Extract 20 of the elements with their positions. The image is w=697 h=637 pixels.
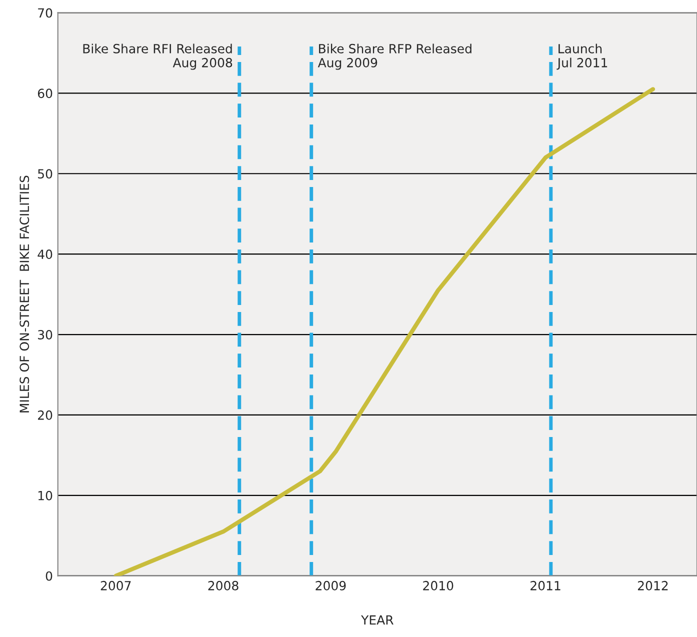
line-series xyxy=(114,87,656,576)
y-tick-label: 0 xyxy=(46,571,52,581)
ref-line-label: Bike Share RFI Released Aug 2008 xyxy=(83,44,232,70)
y-tick-label: 60 xyxy=(38,88,52,98)
x-axis-title: YEAR xyxy=(361,615,394,625)
x-tick-label: 2008 xyxy=(208,580,238,590)
x-tick-label: 2007 xyxy=(100,580,131,590)
ref-line-label: Bike Share RFP Released Aug 2009 xyxy=(318,44,472,70)
ref-line-label: Launch Jul 2011 xyxy=(556,44,608,70)
y-tick-label: 70 xyxy=(38,8,52,18)
y-axis-title: MILES OF ON-STREET BIKE FACILITIES xyxy=(20,176,30,412)
y-tick-label: 10 xyxy=(38,490,52,500)
y-tick-label: 50 xyxy=(38,169,52,179)
y-tick-label: 20 xyxy=(38,410,52,420)
y-tick-label: 30 xyxy=(38,330,52,340)
x-tick-label: 2011 xyxy=(530,580,560,590)
x-tick-label: 2010 xyxy=(423,580,454,590)
y-tick-label: 40 xyxy=(38,250,52,259)
x-tick-label: 2009 xyxy=(316,580,346,590)
x-tick-label: 2012 xyxy=(638,580,668,590)
